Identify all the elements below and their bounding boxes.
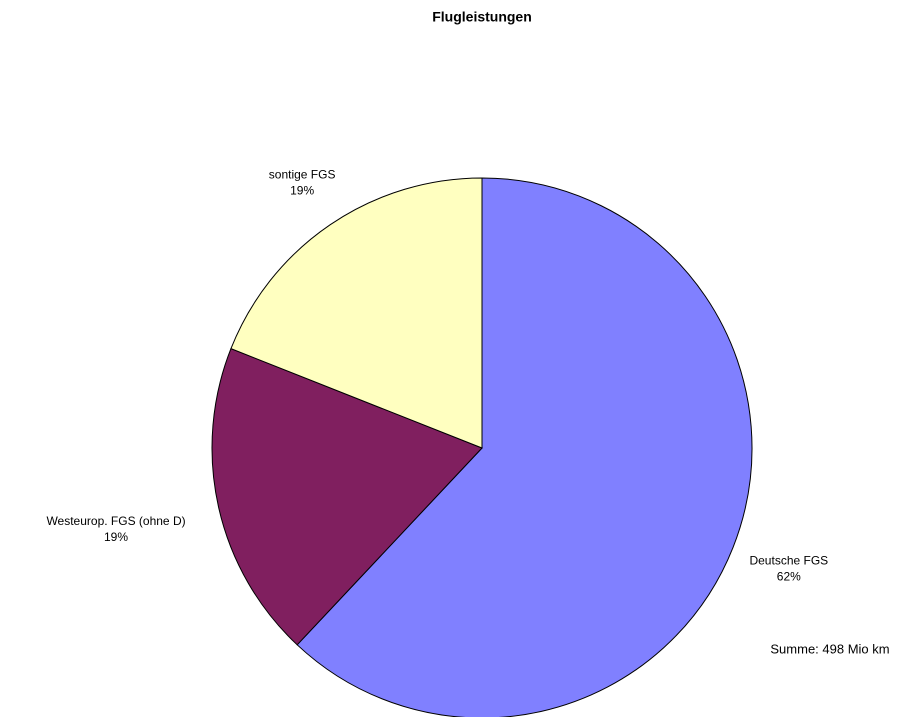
pie-slice	[230, 177, 483, 449]
slice-value-label: 19%	[290, 184, 314, 198]
annotation: Summe: 498 Mio km	[770, 641, 889, 656]
slice-label: Deutsche FGS	[749, 554, 828, 568]
pie-slice	[296, 177, 753, 717]
slice-value-label: 19%	[104, 530, 128, 544]
slice-label: Westeurop. FGS (ohne D)	[46, 514, 185, 528]
chart-title: Flugleistungen	[432, 9, 532, 25]
slice-label: sontige FGS	[269, 168, 336, 182]
pie-slice	[211, 347, 483, 646]
slice-value-label: 62%	[777, 570, 801, 584]
